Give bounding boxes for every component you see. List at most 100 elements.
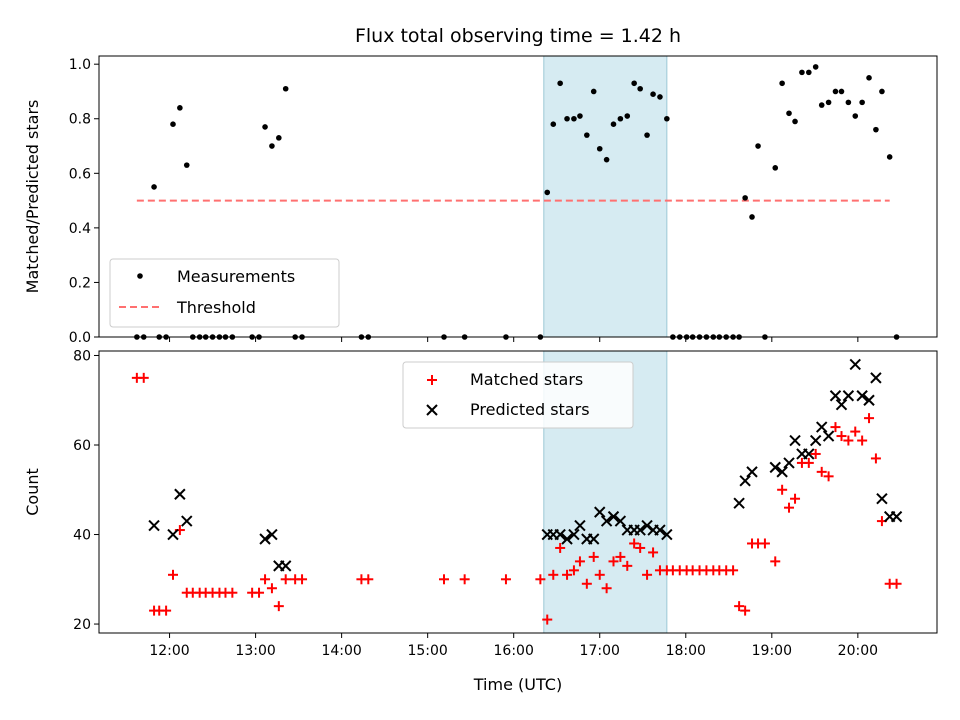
predicted-star-point xyxy=(803,448,815,460)
top-y-axis-label: Matched/Predicted stars xyxy=(23,100,42,294)
matched-star-point xyxy=(777,484,788,495)
predicted-star-point xyxy=(769,461,781,474)
predicted-star-point xyxy=(174,488,186,500)
predicted-star-point xyxy=(568,528,580,541)
matched-star-point xyxy=(588,551,599,562)
matched-star-point xyxy=(363,574,374,585)
matched-star-point xyxy=(734,601,745,612)
matched-star-point xyxy=(581,578,592,589)
y-tick-label: 60 xyxy=(73,438,91,454)
chart-title: Flux total observing time = 1.42 h xyxy=(355,25,681,47)
measurement-point xyxy=(818,102,825,108)
measurement-point xyxy=(564,115,570,122)
matched-star-point xyxy=(642,569,653,580)
predicted-star-point xyxy=(739,475,751,487)
bottom-y-axis-label: Count xyxy=(23,468,42,516)
top-axes-frame xyxy=(98,55,938,338)
predicted-star-point xyxy=(574,519,586,532)
measurement-point xyxy=(584,132,590,138)
matched-star-point xyxy=(759,538,770,549)
matched-star-point xyxy=(635,542,646,553)
legend-measurements-label: Measurements xyxy=(177,267,295,286)
predicted-star-point xyxy=(876,493,888,505)
matched-star-point xyxy=(254,587,265,598)
matched-star-point xyxy=(784,502,795,513)
matched-star-point xyxy=(830,422,841,433)
measurement-point xyxy=(852,113,859,119)
legend-x-glyph xyxy=(426,404,438,416)
predicted-star-point xyxy=(607,510,620,523)
x-tick-label: 19:00 xyxy=(752,643,792,659)
measurement-point xyxy=(617,115,624,122)
predicted-star-point xyxy=(835,399,848,411)
predicted-star-point xyxy=(661,528,673,541)
matched-star-point xyxy=(167,569,178,580)
predicted-star-point xyxy=(614,515,627,527)
matched-star-point xyxy=(574,556,585,567)
bottom-legend: Matched stars Predicted stars xyxy=(402,361,634,429)
measurement-point xyxy=(886,154,893,160)
measurement-point xyxy=(631,80,637,87)
y-tick-label: 40 xyxy=(73,528,91,544)
bottom-count-points xyxy=(131,358,903,625)
predicted-star-point xyxy=(789,434,801,447)
matched-star-point xyxy=(542,614,553,625)
predicted-star-point xyxy=(822,430,835,442)
matched-star-point xyxy=(227,587,238,598)
measurement-point xyxy=(845,99,852,106)
matched-star-point xyxy=(790,493,801,504)
measurement-point xyxy=(571,115,577,122)
measurement-point xyxy=(879,88,885,95)
bottom-x-ticks: 12:00 13:00 14:00 15:00 16:00 17:00 18:00 19:00… xyxy=(149,633,878,659)
measurement-point xyxy=(170,121,176,128)
matched-star-point xyxy=(850,426,861,437)
top-legend: Measurements Threshold xyxy=(109,258,340,328)
predicted-star-point xyxy=(148,519,160,532)
measurement-point xyxy=(838,88,845,95)
y-tick-label: 1.0 xyxy=(69,57,91,73)
measurement-point xyxy=(550,121,557,128)
matched-star-point xyxy=(622,560,633,571)
matched-star-point xyxy=(770,556,781,567)
predicted-star-point xyxy=(561,533,573,545)
predicted-star-point xyxy=(842,390,855,402)
x-tick-label: 18:00 xyxy=(666,643,706,659)
matched-star-point xyxy=(548,569,559,580)
top-y-ticks: 0.0 0.2 0.4 0.6 0.8 1.0 xyxy=(69,57,99,346)
bottom-legend-box xyxy=(402,361,634,429)
matched-star-point xyxy=(535,574,546,585)
matched-star-point xyxy=(843,435,854,446)
top-panel: 0.0 0.2 0.4 0.6 0.8 1.0 Matched/Predicted sta… xyxy=(23,55,938,346)
x-tick-label: 20:00 xyxy=(838,643,878,659)
predicted-star-point xyxy=(849,358,861,371)
measurement-point xyxy=(262,124,268,130)
predicted-star-point xyxy=(746,466,758,478)
matched-star-point xyxy=(555,542,566,553)
predicted-star-point xyxy=(816,421,828,433)
measurement-point xyxy=(650,91,656,97)
measurement-point xyxy=(792,118,798,125)
matched-star-point xyxy=(594,569,605,580)
predicted-star-point xyxy=(863,394,875,406)
predicted-star-point xyxy=(856,390,868,402)
matched-star-point xyxy=(816,466,827,477)
predicted-star-point xyxy=(733,497,745,509)
top-x-ticks xyxy=(169,337,859,342)
y-tick-label: 20 xyxy=(73,617,91,633)
measurement-point xyxy=(799,69,805,76)
y-tick-label: 0.6 xyxy=(69,166,91,182)
measurement-point xyxy=(786,110,792,117)
measurement-point xyxy=(664,115,670,122)
matched-star-point xyxy=(568,565,579,576)
predicted-star-point xyxy=(641,519,653,532)
matched-star-point xyxy=(810,448,821,459)
matched-star-point xyxy=(608,556,619,567)
measurement-point xyxy=(742,195,748,201)
predicted-star-point xyxy=(783,457,795,469)
measurement-point xyxy=(812,64,819,70)
predicted-star-point xyxy=(809,434,822,447)
measurement-point xyxy=(557,80,563,87)
matched-star-point xyxy=(823,471,834,482)
predicted-star-point xyxy=(279,560,292,572)
x-tick-label: 14:00 xyxy=(321,643,361,659)
